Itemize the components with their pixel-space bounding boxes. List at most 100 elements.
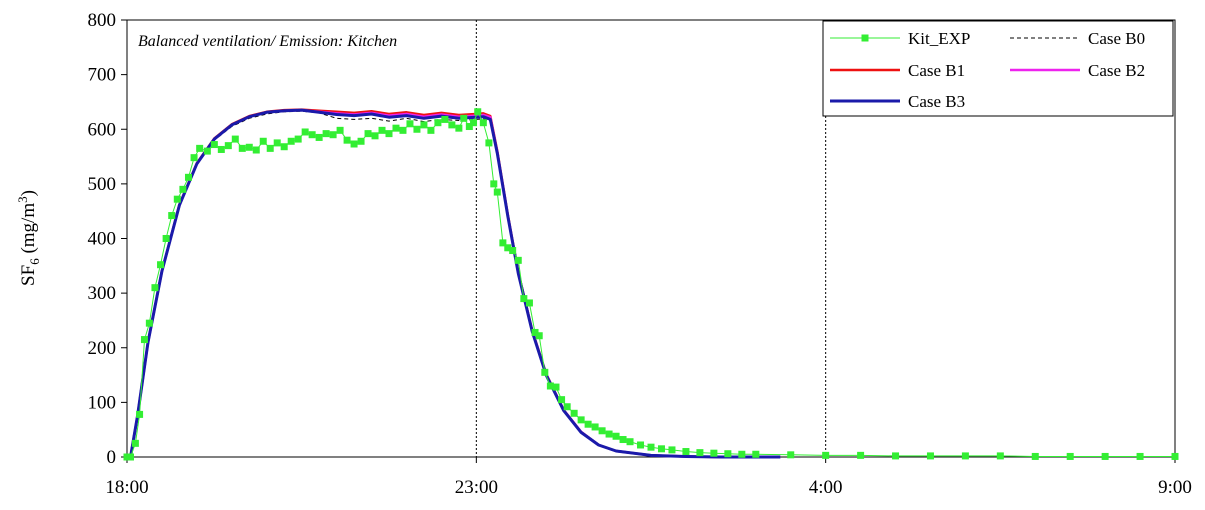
data-point-kit-exp [996, 452, 1004, 460]
data-point-kit-exp [252, 146, 260, 154]
data-point-kit-exp [280, 143, 288, 151]
data-point-kit-exp [266, 144, 274, 152]
data-point-kit-exp [210, 141, 218, 149]
data-point-kit-exp [752, 450, 760, 458]
data-point-kit-exp [294, 135, 302, 143]
data-point-kit-exp [892, 452, 900, 460]
data-point-kit-exp [357, 137, 365, 145]
y-tick-label: 300 [88, 283, 117, 304]
data-point-kit-exp [427, 126, 435, 134]
x-tick-label: 9:00 [1158, 477, 1192, 498]
data-point-kit-exp [413, 125, 421, 133]
data-point-kit-exp [710, 449, 718, 457]
data-point-kit-exp [145, 319, 153, 327]
data-point-kit-exp [535, 332, 543, 340]
data-point-kit-exp [287, 137, 295, 145]
data-point-kit-exp [584, 420, 592, 428]
data-point-kit-exp [157, 261, 165, 269]
data-point-kit-exp [552, 383, 560, 391]
data-point-kit-exp [420, 121, 428, 129]
data-point-kit-exp [531, 328, 539, 336]
data-point-kit-exp [563, 403, 571, 411]
data-point-kit-exp [668, 446, 676, 454]
data-point-kit-exp [926, 452, 934, 460]
data-point-kit-exp [474, 108, 482, 116]
y-tick-label: 0 [107, 447, 117, 468]
data-point-kit-exp [857, 451, 865, 459]
data-point-kit-exp [378, 126, 386, 134]
data-point-kit-exp [392, 124, 400, 132]
data-point-kit-exp [184, 173, 192, 181]
y-tick-label: 800 [88, 10, 117, 31]
legend-label: Case B0 [1088, 29, 1145, 48]
data-point-kit-exp [465, 123, 473, 131]
data-point-kit-exp [245, 143, 253, 151]
data-point-kit-exp [131, 439, 139, 447]
data-point-kit-exp [343, 136, 351, 144]
legend-marker [861, 34, 869, 42]
y-tick-label: 200 [88, 338, 117, 359]
legend-label: Case B3 [908, 92, 965, 111]
data-point-kit-exp [612, 432, 620, 440]
data-point-kit-exp [1171, 452, 1179, 460]
data-point-kit-exp [509, 247, 517, 255]
data-point-kit-exp [455, 124, 463, 132]
data-point-kit-exp [460, 114, 468, 122]
x-tick-label: 4:00 [809, 477, 843, 498]
data-point-kit-exp [525, 299, 533, 307]
data-point-kit-exp [520, 295, 528, 303]
data-point-kit-exp [570, 409, 578, 417]
data-point-kit-exp [308, 131, 316, 139]
y-axis: 0 100 200 300 400 500 600 700 800 [88, 10, 127, 468]
data-point-kit-exp [504, 244, 512, 252]
data-point-kit-exp [301, 128, 309, 136]
legend-label: Kit_EXP [908, 29, 970, 48]
data-point-kit-exp [1136, 452, 1144, 460]
data-point-kit-exp [136, 410, 144, 418]
data-point-kit-exp [558, 396, 566, 404]
data-point-kit-exp [479, 119, 487, 127]
y-tick-label: 100 [88, 392, 117, 413]
data-point-kit-exp [657, 445, 665, 453]
y-tick-label: 700 [88, 65, 117, 86]
data-point-kit-exp [541, 368, 549, 376]
y-axis-label: SF6 (mg/m3) [15, 190, 42, 286]
data-point-kit-exp [371, 132, 379, 140]
data-point-kit-exp [822, 451, 830, 459]
data-point-kit-exp [787, 451, 795, 459]
data-point-kit-exp [322, 130, 330, 138]
data-point-kit-exp [647, 443, 655, 451]
data-point-kit-exp [224, 142, 232, 150]
x-axis: 18:00 23:00 4:00 9:00 [105, 457, 1192, 498]
series-line-case-b1 [129, 108, 781, 459]
series-line-kit-exp [127, 111, 1175, 458]
x-tick-label: 18:00 [105, 477, 148, 498]
data-point-kit-exp [682, 448, 690, 456]
series-line-case-b0 [130, 110, 781, 458]
data-point-kit-exp [434, 119, 442, 127]
data-point-kit-exp [441, 115, 449, 123]
data-point-kit-exp [493, 188, 501, 196]
data-point-kit-exp [217, 145, 225, 153]
data-point-kit-exp [546, 382, 554, 390]
data-point-kit-exp [598, 427, 606, 435]
data-point-kit-exp [259, 137, 267, 145]
y-tick-label: 400 [88, 229, 117, 250]
x-tick-label: 23:00 [455, 477, 498, 498]
y-tick-label: 500 [88, 174, 117, 195]
data-point-kit-exp [385, 130, 393, 138]
data-point-kit-exp [696, 449, 704, 457]
data-point-kit-exp [315, 133, 323, 141]
data-point-kit-exp [490, 180, 498, 188]
data-point-kit-exp [499, 239, 507, 247]
data-point-kit-exp [140, 336, 148, 344]
data-point-kit-exp [336, 126, 344, 134]
data-point-kit-exp [238, 144, 246, 152]
data-point-kit-exp [329, 131, 337, 139]
data-point-kit-exp [605, 430, 613, 438]
data-point-kit-exp [1031, 452, 1039, 460]
data-point-kit-exp [470, 119, 478, 127]
data-point-kit-exp [196, 144, 204, 152]
data-point-kit-exp [637, 441, 645, 449]
